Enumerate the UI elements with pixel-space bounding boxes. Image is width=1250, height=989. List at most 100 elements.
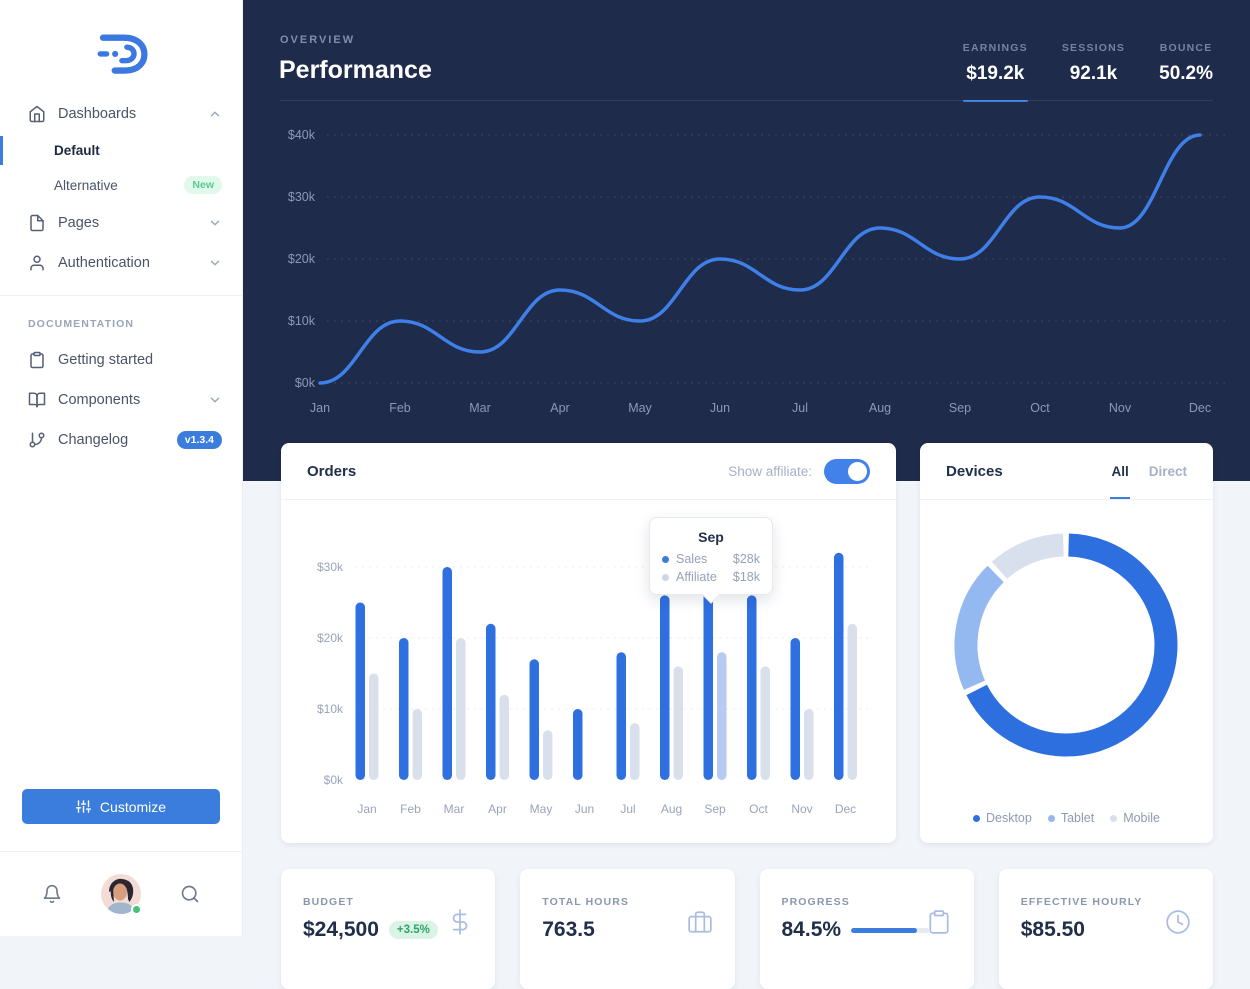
legend-item-desktop: Desktop <box>972 811 1032 825</box>
sidebar-item-label: Default <box>54 143 100 158</box>
sidebar-item-getting-started[interactable]: Getting started <box>0 340 242 380</box>
stat-value: 92.1k <box>1069 63 1118 84</box>
kpi-label: TOTAL HOURS <box>542 896 630 908</box>
kpi-value: 84.5% <box>781 918 842 941</box>
customize-button[interactable]: Customize <box>22 789 220 824</box>
user-avatar[interactable] <box>101 874 142 915</box>
svg-text:Nov: Nov <box>791 802 812 816</box>
chevron-down-icon <box>208 256 222 270</box>
sidebar-item-components[interactable]: Components <box>0 380 242 420</box>
book-open-icon <box>28 391 46 409</box>
svg-text:Jan: Jan <box>310 401 330 415</box>
legend-label: Mobile <box>1123 811 1161 825</box>
kpi-effective-hourly: EFFECTIVE HOURLY $85.50 <box>998 869 1213 989</box>
logo-icon <box>97 34 148 74</box>
svg-text:Mar: Mar <box>444 802 465 816</box>
app-logo[interactable] <box>0 0 242 94</box>
svg-text:Nov: Nov <box>1109 401 1132 415</box>
svg-text:Aug: Aug <box>661 802 682 816</box>
legend-item-tablet: Tablet <box>1047 811 1095 825</box>
svg-text:Feb: Feb <box>389 401 411 415</box>
svg-text:Aug: Aug <box>869 401 891 415</box>
clock-icon <box>1165 909 1191 935</box>
tooltip-value: $18k <box>732 570 760 584</box>
legend-item-mobile: Mobile <box>1110 811 1160 825</box>
affiliate-toggle-group: Show affiliate: <box>728 458 870 484</box>
sliders-icon <box>75 799 91 814</box>
stat-bounce[interactable]: BOUNCE 50.2% <box>1159 42 1213 85</box>
show-affiliate-toggle[interactable] <box>824 458 870 484</box>
devices-card-header: Devices All Direct <box>920 443 1213 500</box>
svg-text:Feb: Feb <box>400 802 421 816</box>
page-title: Performance <box>279 56 432 84</box>
affiliate-dot <box>662 573 669 581</box>
online-status-dot <box>131 904 142 915</box>
devices-card: Devices All Direct Desktop Tablet Mobile <box>920 443 1213 843</box>
kpi-value: 763.5 <box>542 918 595 941</box>
legend-label: Tablet <box>1060 811 1095 825</box>
kpi-label: BUDGET <box>303 896 354 908</box>
sidebar-item-label: Alternative <box>54 177 118 193</box>
svg-text:Apr: Apr <box>550 401 569 415</box>
svg-text:$40k: $40k <box>288 128 316 142</box>
devices-donut-chart[interactable] <box>920 500 1213 800</box>
svg-text:$10k: $10k <box>288 314 316 328</box>
svg-text:May: May <box>530 802 553 816</box>
stat-sessions[interactable]: SESSIONS 92.1k <box>1062 42 1125 85</box>
sidebar-item-authentication[interactable]: Authentication <box>0 243 242 283</box>
sidebar-item-label: Pages <box>58 215 100 231</box>
tooltip-title: Sep <box>698 529 724 545</box>
chevron-down-icon <box>208 216 222 230</box>
progress-bar <box>851 927 930 933</box>
toggle-label: Show affiliate: <box>728 463 812 479</box>
devices-card-title: Devices <box>946 462 1003 480</box>
tab-all[interactable]: All <box>1110 463 1131 499</box>
tooltip-label: Affiliate <box>676 570 717 584</box>
performance-line-chart[interactable]: $0k $10k $20k $30k $40k Jan Feb Mar Apr May Jun Jul… <box>243 108 1250 438</box>
sidebar-item-label: Getting started <box>58 352 154 368</box>
tab-direct[interactable]: Direct <box>1148 463 1187 479</box>
sidebar-item-alternative[interactable]: Alternative New <box>0 167 242 203</box>
sidebar-item-label: Components <box>58 392 141 408</box>
svg-text:Dec: Dec <box>1189 401 1211 415</box>
stat-earnings[interactable]: EARNINGS $19.2k <box>962 42 1028 102</box>
orders-bar-chart[interactable]: $0k $10k $20k $30k Jan Feb Mar Apr May Jun Jul Aug S… <box>281 500 896 843</box>
svg-text:$0k: $0k <box>324 773 344 787</box>
kpi-progress: PROGRESS 84.5% <box>759 869 974 989</box>
kpi-budget: BUDGET $24,500 +3.5% <box>281 869 496 989</box>
kpi-row: BUDGET $24,500 +3.5% TOTAL HOURS 763.5 P… <box>281 869 1213 989</box>
sidebar-item-label: Changelog <box>58 432 129 448</box>
orders-card: Orders Show affiliate: $0k $10k $20k $30k Ja… <box>281 443 896 843</box>
stat-label: BOUNCE <box>1159 42 1213 54</box>
svg-text:Dec: Dec <box>835 802 856 816</box>
svg-text:Oct: Oct <box>1030 401 1050 415</box>
header-divider <box>280 100 1213 101</box>
stat-label: SESSIONS <box>1061 42 1126 54</box>
sidebar-item-changelog[interactable]: Changelog v1.3.4 <box>0 420 242 460</box>
sidebar-item-pages[interactable]: Pages <box>0 203 242 243</box>
tablet-dot <box>1047 814 1055 822</box>
kpi-total-hours: TOTAL HOURS 763.5 <box>520 869 735 989</box>
clipboard-icon <box>926 909 952 935</box>
svg-text:Jun: Jun <box>710 401 730 415</box>
dark-header-panel <box>243 0 1250 481</box>
devices-tabs: All Direct <box>1110 463 1187 499</box>
sidebar-item-default[interactable]: Default <box>0 134 242 167</box>
sidebar-item-dashboards[interactable]: Dashboards <box>0 94 242 134</box>
dollar-sign-icon <box>447 909 473 935</box>
main-content: OVERVIEW Performance EARNINGS $19.2k SES… <box>243 0 1250 989</box>
tooltip-row-sales: Sales $28k <box>662 552 760 566</box>
customize-button-label: Customize <box>99 798 167 815</box>
budget-change-badge: +3.5% <box>388 921 438 939</box>
svg-text:May: May <box>628 401 652 415</box>
svg-text:$20k: $20k <box>288 252 316 266</box>
sidebar-item-label: Authentication <box>58 255 150 271</box>
sidebar-nav: Dashboards Default Alternative New Pages <box>0 94 242 460</box>
stat-value: $19.2k <box>966 63 1025 84</box>
stat-value: 50.2% <box>1159 63 1213 84</box>
svg-text:Apr: Apr <box>488 802 507 816</box>
search-icon[interactable] <box>180 884 200 904</box>
bell-icon[interactable] <box>42 884 62 904</box>
mobile-dot <box>1110 814 1118 822</box>
tooltip-label: Sales <box>676 552 708 566</box>
